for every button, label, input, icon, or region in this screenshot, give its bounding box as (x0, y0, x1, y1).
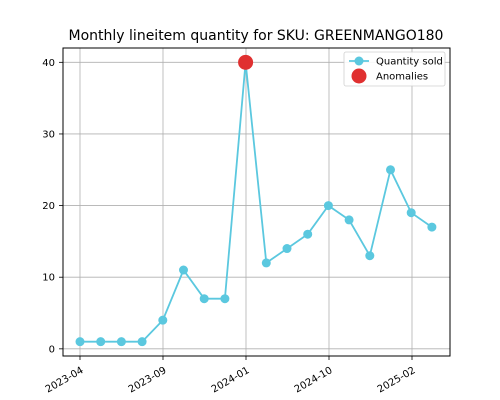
y-tick-label: 20 (42, 201, 55, 212)
y-tick-label: 30 (42, 129, 55, 140)
data-point-quantity-sold (96, 337, 106, 347)
x-tick-label: 2023-04 (44, 365, 86, 395)
x-tick-label: 2024-10 (293, 365, 335, 395)
series-line-quantity-sold (80, 62, 433, 343)
legend-box (343, 51, 446, 87)
data-point-quantity-sold (199, 294, 209, 304)
legend-label-anomalies: Anomalies (376, 72, 428, 83)
legend-label-quantity-sold: Quantity sold (376, 57, 443, 68)
data-point-quantity-sold (427, 222, 437, 232)
data-point-quantity-sold (303, 229, 313, 239)
data-point-quantity-sold (261, 258, 271, 268)
x-tick-label: 2023-09 (127, 365, 169, 395)
data-point-quantity-sold (75, 337, 85, 347)
y-tick-label: 0 (49, 344, 55, 355)
data-point-quantity-sold (386, 165, 395, 175)
plot-frame (62, 47, 451, 357)
data-point-quantity-sold (323, 201, 333, 211)
y-tick-label: 40 (42, 58, 55, 69)
legend-marker-quantity-sold (354, 56, 364, 66)
y-tick-label: 10 (42, 273, 55, 284)
data-point-quantity-sold (179, 265, 188, 275)
data-point-quantity-sold (406, 208, 416, 218)
data-point-quantity-sold (137, 337, 147, 347)
chart-title: Monthly lineitem quantity for SKU: GREEN… (69, 28, 444, 44)
data-point-quantity-sold (158, 315, 168, 325)
data-point-quantity-sold (365, 251, 375, 261)
data-point-quantity-sold (344, 215, 354, 225)
x-tick-label: 2024-01 (210, 365, 252, 395)
anomaly-point (238, 54, 254, 70)
data-point-quantity-sold (220, 294, 230, 304)
x-tick-label: 2025-02 (376, 365, 418, 395)
legend-marker-anomalies (351, 68, 367, 84)
data-point-quantity-sold (116, 337, 126, 347)
data-point-quantity-sold (282, 244, 292, 254)
legend: Quantity sold Anomalies (343, 51, 446, 87)
